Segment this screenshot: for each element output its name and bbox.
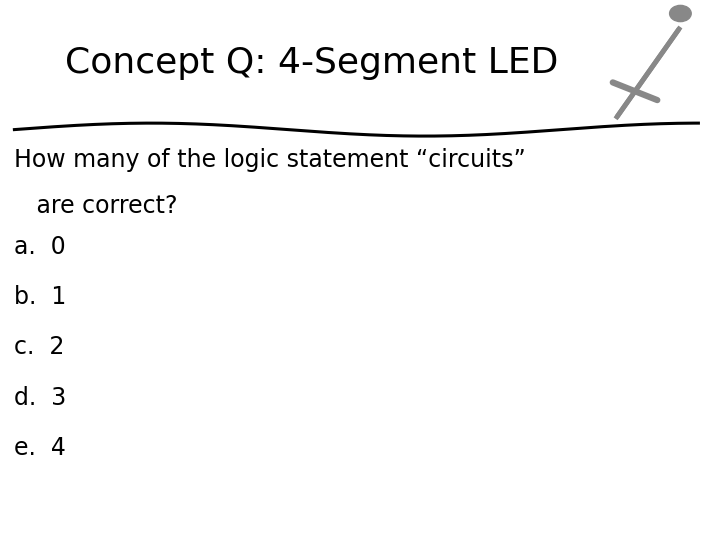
Text: d.  3: d. 3: [14, 386, 67, 409]
Text: Concept Q: 4-Segment LED: Concept Q: 4-Segment LED: [65, 46, 558, 80]
Text: How many of the logic statement “circuits”: How many of the logic statement “circuit…: [14, 148, 526, 172]
Text: a.  0: a. 0: [14, 235, 66, 259]
Text: e.  4: e. 4: [14, 436, 66, 460]
Text: b.  1: b. 1: [14, 285, 67, 309]
Text: are correct?: are correct?: [14, 194, 178, 218]
Text: c.  2: c. 2: [14, 335, 65, 359]
Circle shape: [670, 5, 691, 22]
